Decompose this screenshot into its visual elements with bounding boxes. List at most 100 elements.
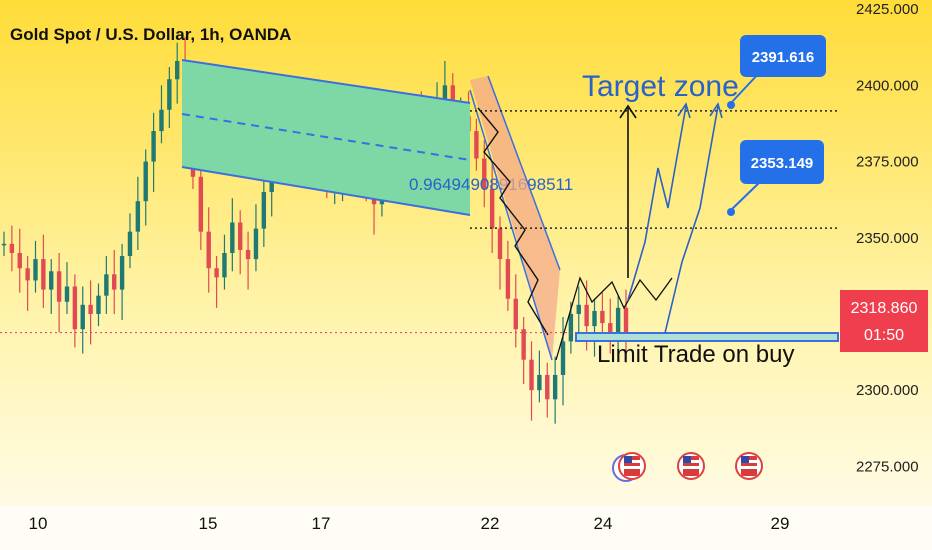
candle: [17, 228, 22, 293]
candle: [33, 240, 38, 293]
chart-title: Gold Spot / U.S. Dollar, 1h, OANDA: [10, 25, 291, 44]
candle: [49, 259, 54, 314]
candle: [198, 158, 204, 250]
price-tag-box: [840, 290, 928, 352]
callout-upper: 2391.616: [727, 35, 826, 109]
candle: [112, 249, 117, 314]
candle: [104, 256, 109, 314]
callout-lower: 2353.149: [727, 140, 824, 216]
callout-upper-box: [740, 35, 826, 77]
candle: [537, 350, 542, 403]
candle: [72, 274, 78, 348]
us-flag-icon[interactable]: [677, 452, 705, 480]
candle: [80, 286, 85, 354]
x-axis-band: [0, 506, 932, 550]
callout-upper-dot: [727, 101, 735, 109]
candle: [560, 317, 566, 406]
candle: [159, 85, 164, 144]
us-flag-icon[interactable]: [612, 452, 646, 482]
candle: [545, 362, 550, 418]
candle: [615, 295, 621, 360]
y-tick-label: 2350.000: [856, 230, 919, 247]
candle: [96, 283, 101, 327]
candle: [513, 274, 518, 348]
limit-trade-label: Limit Trade on buy: [597, 341, 794, 368]
x-tick-label: 17: [312, 514, 331, 533]
recent-swing-path: [555, 276, 673, 361]
channel-lower-line: [181, 166, 471, 216]
candle: [41, 234, 46, 308]
projection-path-1: [627, 105, 687, 301]
impulse-lower-line: [469, 89, 553, 361]
channel-mid-line: [181, 113, 471, 161]
candle: [9, 225, 15, 272]
current-price-value: 2318.860: [851, 300, 918, 317]
candle: [175, 42, 180, 104]
target-arrow-head: [619, 104, 637, 119]
x-tick-label: 22: [481, 514, 500, 533]
projection-path-2: [664, 105, 719, 334]
candle: [143, 149, 148, 226]
candle: [474, 118, 479, 171]
candle: [600, 292, 605, 336]
candle: [245, 231, 251, 290]
candle: [592, 298, 597, 357]
callout-upper-connector: [730, 71, 761, 104]
candle: [261, 179, 267, 247]
callout-lower-box: [740, 140, 824, 184]
zigzag-down-path: [477, 107, 549, 336]
limit-buy-zone: [575, 332, 839, 342]
candle: [25, 256, 30, 311]
candle: [151, 112, 156, 193]
callout-lower-connector: [730, 179, 763, 211]
y-tick-label: 2425.000: [856, 1, 919, 18]
candle: [135, 176, 141, 250]
candle: [529, 341, 534, 421]
candle: [238, 210, 243, 275]
candle: [167, 67, 172, 129]
candle: [623, 289, 629, 363]
candle: [127, 213, 133, 269]
x-axis: 10 15 17 22 24 29: [29, 514, 790, 533]
candle: [1, 231, 7, 257]
y-tick-label: 2400.000: [856, 77, 919, 94]
current-price-tag: 2318.860 01:50: [840, 290, 928, 352]
y-tick-label: 2300.000: [856, 382, 919, 399]
callout-upper-label: 2391.616: [752, 49, 815, 66]
candle: [576, 286, 581, 333]
candle: [253, 204, 259, 272]
projection-arrowhead-1: [677, 102, 691, 119]
candle: [56, 253, 62, 333]
callout-lower-dot: [727, 208, 735, 216]
callout-lower-label: 2353.149: [751, 155, 814, 172]
channel-upper-line: [181, 59, 471, 104]
target-zone-label: Target zone: [582, 70, 739, 103]
candle: [214, 256, 219, 308]
y-tick-label: 2275.000: [856, 458, 919, 475]
candle: [206, 207, 211, 293]
channel-ratio-label: 0.9649490891698511: [409, 175, 573, 194]
us-flag-icon[interactable]: [735, 452, 763, 480]
candle: [521, 317, 526, 385]
candle: [222, 234, 227, 290]
candle: [552, 356, 558, 424]
candle: [88, 280, 93, 345]
candle: [608, 298, 613, 354]
x-tick-label: 15: [199, 514, 218, 533]
x-tick-label: 10: [29, 514, 48, 533]
candle: [119, 243, 125, 321]
candle: [489, 164, 495, 253]
projection-arrowhead-2: [709, 102, 723, 119]
candle: [505, 240, 511, 311]
economic-events: [612, 452, 763, 482]
candle: [64, 262, 70, 314]
x-tick-label: 24: [594, 514, 613, 533]
impulse-upper-line: [487, 75, 561, 271]
y-tick-label: 2375.000: [856, 154, 919, 171]
countdown-timer: 01:50: [864, 327, 904, 344]
candle: [230, 198, 235, 272]
x-tick-label: 29: [771, 514, 790, 533]
